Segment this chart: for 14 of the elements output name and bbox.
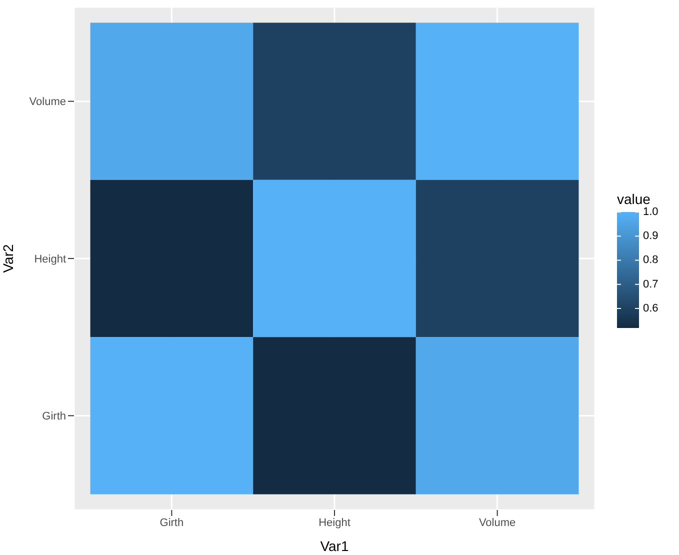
y-tick-label: Girth xyxy=(42,410,66,423)
x-tick-label: Girth xyxy=(160,516,184,529)
y-tick-label: Height xyxy=(34,253,66,266)
color-bar-title: value xyxy=(617,191,651,207)
color-bar-label: 1.0 xyxy=(643,206,658,218)
color-bar-label: 0.7 xyxy=(643,278,658,290)
y-tick-label: Volume xyxy=(29,96,66,108)
color-bar-label: 0.9 xyxy=(643,230,658,242)
x-tick-label: Height xyxy=(318,516,350,529)
color-bar-label: 0.8 xyxy=(643,254,658,266)
y-axis-title: Var2 xyxy=(0,244,16,273)
x-tick-label: Volume xyxy=(478,516,516,529)
color-bar-label: 0.6 xyxy=(643,302,658,314)
x-axis-title: Var1 xyxy=(320,538,349,554)
